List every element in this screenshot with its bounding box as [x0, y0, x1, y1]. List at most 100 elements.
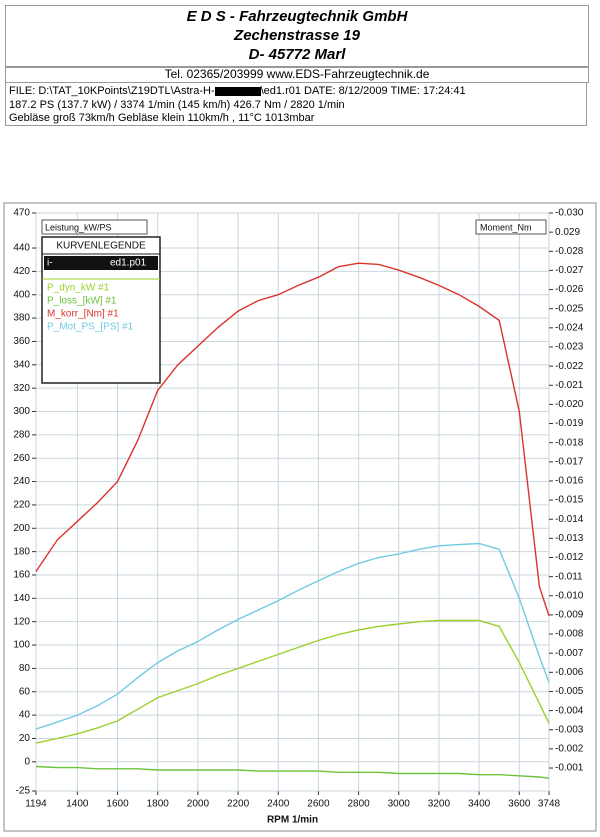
- legend-title: KURVENLEGENDE: [56, 241, 146, 252]
- x-tick-label: 2800: [347, 799, 370, 810]
- y2-tick-label: -0.025: [555, 303, 584, 314]
- company-city: D- 45772 Marl: [248, 46, 346, 63]
- blower-line: Gebläse groß 73km/h Gebläse klein 110km/…: [9, 112, 315, 124]
- y2-tick-label: -0.009: [555, 610, 584, 621]
- y2-tick-label: -0.024: [555, 322, 584, 333]
- y-tick-label: 180: [13, 546, 30, 557]
- y2-tick-label: -0.028: [555, 246, 584, 257]
- y-tick-label: 140: [13, 593, 30, 604]
- file-path: FILE: D:\TAT_10KPoints\Z19DTL\Astra-H-: [9, 85, 215, 97]
- y-tick-label: 300: [13, 406, 30, 417]
- y-tick-label: 240: [13, 476, 30, 487]
- x-tick-label: 3000: [388, 799, 411, 810]
- power-line: 187.2 PS (137.7 kW) / 3374 1/min (145 km…: [9, 98, 345, 111]
- y2-tick-label: -0.006: [555, 667, 584, 678]
- company-street: Zechenstrasse 19: [234, 27, 360, 44]
- y-label-box: [41, 219, 148, 235]
- x-tick-label: 3400: [468, 799, 491, 810]
- y2-tick-label: -0.008: [555, 629, 584, 640]
- legend-file-prefix: i-: [47, 258, 53, 269]
- y-tick-label: 100: [13, 640, 30, 651]
- y-tick-label: 470: [13, 208, 30, 219]
- y-tick-label: 340: [13, 359, 30, 370]
- y2-tick-label: -0.011: [555, 571, 583, 582]
- y2-tick-label: -0.023: [555, 342, 584, 353]
- y-tick-label: 380: [13, 313, 30, 324]
- series-line: [35, 619, 550, 744]
- y2-tick-label: -0.021: [555, 380, 584, 391]
- y-tick-label: 160: [13, 570, 30, 581]
- x-tick-label: 1600: [106, 799, 129, 810]
- y-tick-label: 420: [13, 266, 30, 277]
- y2-tick-label: -0.017: [555, 456, 584, 467]
- y2-tick-label: -0.001: [555, 763, 584, 774]
- y-tick-label: 0: [24, 756, 30, 767]
- y2-tick-label: -0.022: [555, 361, 584, 372]
- y-axis-label: Leistung_kW/PS: [45, 222, 112, 232]
- y2-tick-label: -0.012: [555, 552, 584, 563]
- company-name: E D S - Fahrzeugtechnik GmbH: [186, 8, 408, 25]
- y-tick-label: -25: [16, 786, 31, 797]
- y-tick-label: 60: [19, 686, 31, 697]
- y2-tick-label: -0.003: [555, 724, 584, 735]
- legend-entry: P_Mot_PS_[PS] #1: [47, 322, 134, 333]
- y2-tick-label: -0.007: [555, 648, 584, 659]
- y2-tick-label: -0.018: [555, 437, 584, 448]
- info-block: FILE: D:\TAT_10KPoints\Z19DTL\Astra-H- \e…: [5, 82, 587, 126]
- x-tick-label: 3748: [538, 799, 561, 810]
- y2-tick-label: -0.014: [555, 514, 584, 525]
- series-line: [35, 262, 550, 617]
- y2-tick-label: -0.026: [555, 284, 584, 295]
- series-line: [35, 542, 550, 730]
- y2-tick-label: -0.010: [555, 590, 584, 601]
- redaction: [214, 86, 261, 96]
- y2-tick-label: -0.019: [555, 418, 584, 429]
- legend-entry: P_dyn_kW #1: [47, 283, 110, 294]
- y2-tick-label: -0.027: [555, 265, 584, 276]
- y-tick-label: 40: [19, 710, 31, 721]
- x-tick-label: 1800: [147, 799, 170, 810]
- y-tick-label: 440: [13, 243, 30, 254]
- legend-entry: M_korr_[Nm] #1: [47, 309, 119, 320]
- x-tick-label: 2200: [227, 799, 250, 810]
- y-tick-label: 400: [13, 289, 30, 300]
- x-tick-label: 3600: [508, 799, 531, 810]
- y-tick-label: 200: [13, 523, 30, 534]
- y2-tick-label: -0.013: [555, 533, 584, 544]
- x-tick-label: 3200: [428, 799, 451, 810]
- y2-tick-label: -0.030: [555, 208, 584, 219]
- x-tick-label: 2600: [307, 799, 330, 810]
- y-tick-label: 120: [13, 616, 30, 627]
- company-header: E D S - Fahrzeugtechnik GmbH Zechenstras…: [5, 5, 589, 68]
- y2-tick-label: -0.002: [555, 744, 584, 755]
- chart-frame: [3, 202, 597, 832]
- y-tick-label: 220: [13, 500, 30, 511]
- legend-file: ed1.p01: [110, 258, 147, 269]
- y2-tick-label: -0.016: [555, 476, 584, 487]
- legend-file-row: [44, 256, 158, 270]
- y2-label-box: [475, 219, 547, 235]
- y2-tick-label: 0.029: [555, 227, 580, 238]
- file-date-time: \ed1.r01 DATE: 8/12/2009 TIME: 17:24:41: [260, 85, 466, 97]
- y2-axis-label: Moment_Nm: [480, 222, 532, 232]
- x-tick-label: 2400: [267, 799, 290, 810]
- y-tick-label: 280: [13, 429, 30, 440]
- legend-entry: P_loss_[kW] #1: [47, 296, 117, 307]
- y-tick-label: 260: [13, 453, 30, 464]
- y-tick-label: 20: [19, 733, 31, 744]
- x-tick-label: 1194: [25, 799, 47, 810]
- y2-tick-label: -0.020: [555, 399, 584, 410]
- file-line: FILE: D:\TAT_10KPoints\Z19DTL\Astra-H- \e…: [9, 85, 586, 99]
- y2-tick-label: -0.005: [555, 686, 584, 697]
- y-tick-label: 360: [13, 336, 30, 347]
- x-axis-label: RPM 1/min: [267, 815, 318, 826]
- series-line: [35, 765, 550, 779]
- y-tick-label: 320: [13, 383, 30, 394]
- x-tick-label: 2000: [187, 799, 210, 810]
- x-tick-label: 1400: [66, 799, 89, 810]
- y-tick-label: 80: [19, 663, 31, 674]
- y2-tick-label: -0.015: [555, 495, 584, 506]
- y2-tick-label: -0.004: [555, 705, 584, 716]
